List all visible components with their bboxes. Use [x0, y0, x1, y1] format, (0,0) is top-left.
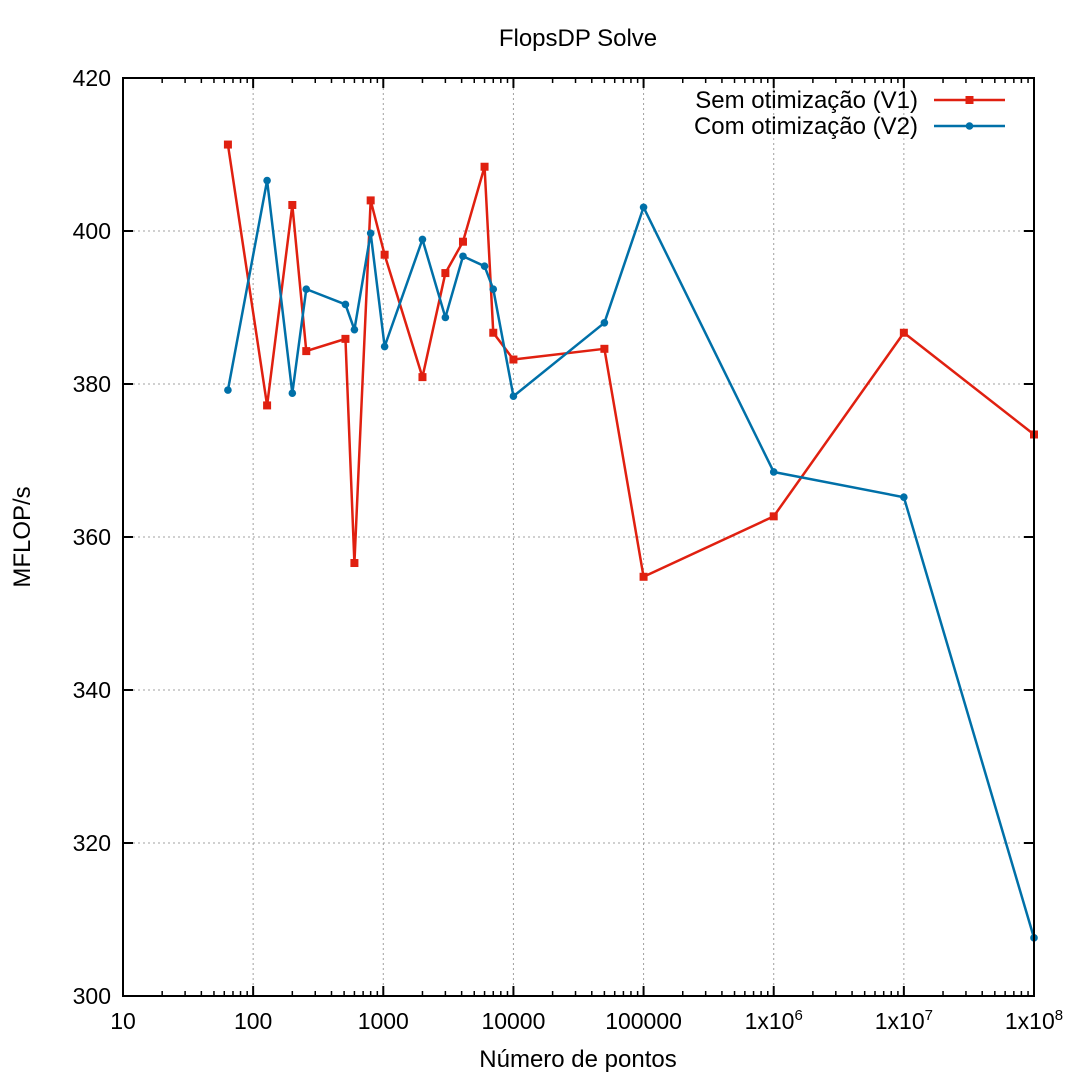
x-tick-label: 10000 [481, 1008, 545, 1034]
data-point [639, 572, 648, 581]
series-1 [223, 140, 1038, 581]
data-point [458, 237, 467, 246]
data-point [341, 334, 350, 343]
plot-frame [122, 77, 1035, 997]
data-point [418, 235, 427, 244]
data-point [263, 401, 272, 410]
x-tick-label: 100 [234, 1008, 272, 1034]
grid-lines [123, 78, 1034, 996]
data-point [489, 328, 498, 337]
x-tick-label: 10 [110, 1008, 136, 1034]
data-point [288, 389, 297, 397]
y-tick-label: 380 [73, 371, 111, 397]
x-tick-label: 1000 [358, 1008, 409, 1034]
legend: Sem otimização (V1)Com otimização (V2) [694, 87, 1005, 140]
series-layer [223, 140, 1038, 942]
data-point [302, 285, 311, 293]
y-tick-label: 400 [73, 218, 111, 244]
data-point [418, 373, 427, 382]
data-point [263, 176, 271, 185]
data-point [302, 347, 311, 356]
data-point [769, 512, 778, 521]
data-point [366, 229, 375, 238]
data-point [288, 200, 297, 209]
data-point [900, 493, 908, 502]
x-tick-label: 1x106 [745, 1007, 803, 1034]
data-point [480, 162, 489, 171]
legend-marker [965, 96, 974, 104]
legend-marker [965, 122, 974, 130]
y-tick-label: 320 [73, 830, 111, 856]
x-axis-label: Número de pontos [479, 1046, 676, 1073]
data-point [350, 325, 359, 334]
chart-title: FlopsDP Solve [499, 25, 657, 52]
data-point [380, 342, 389, 351]
y-tick-label: 340 [73, 677, 111, 703]
data-point [509, 355, 518, 364]
legend-entry-2: Com otimização (V2) [694, 113, 1005, 140]
data-point [380, 250, 389, 259]
data-point [769, 468, 778, 476]
data-point [223, 140, 232, 149]
data-point [480, 262, 489, 270]
data-point [899, 328, 908, 337]
data-point [441, 269, 450, 278]
tick-labels: 300 320 340 360 380 400 420 10 100 1000 10000 10000… [73, 65, 1063, 1034]
data-point [459, 252, 467, 261]
data-point [600, 344, 609, 353]
y-tick-label: 420 [73, 65, 111, 91]
y-tick-label: 300 [73, 983, 111, 1009]
legend-entry-1: Sem otimização (V1) [695, 87, 1005, 114]
x-tick-label: 100000 [605, 1008, 682, 1034]
series-line [226, 144, 1035, 579]
legend-label: Sem otimização (V1) [695, 87, 918, 114]
data-point [350, 559, 359, 568]
data-point [441, 313, 450, 322]
data-point [639, 203, 648, 212]
data-point [366, 196, 375, 205]
data-point [224, 386, 232, 394]
data-point [600, 319, 609, 327]
y-tick-label: 360 [73, 524, 111, 550]
series-line [226, 179, 1036, 939]
data-point [489, 285, 498, 293]
x-tick-label: 1x107 [875, 1007, 933, 1034]
data-point [341, 300, 350, 309]
series-2 [224, 176, 1038, 942]
legend-label: Com otimização (V2) [694, 113, 918, 140]
y-axis-label: MFLOP/s [9, 486, 36, 587]
data-point [509, 392, 518, 401]
x-tick-label: 1x108 [1005, 1007, 1063, 1034]
